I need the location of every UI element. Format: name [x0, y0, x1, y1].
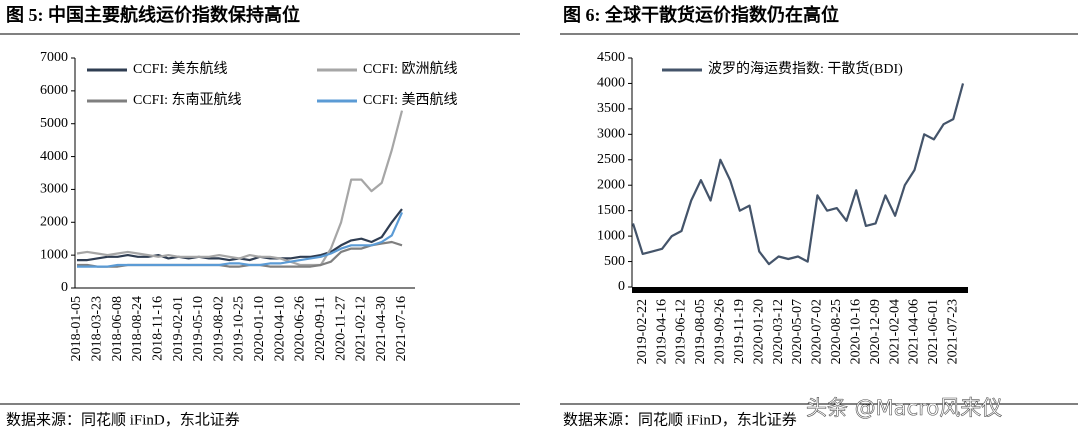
- series-line: [631, 83, 965, 266]
- watermark: 头条 @Macro风来仪: [806, 396, 1002, 420]
- x-tick-label: 2020-10-16: [848, 299, 863, 364]
- y-tick-label: 3000: [40, 182, 68, 197]
- x-tick-label: 2019-02-22: [635, 299, 650, 364]
- source-note: 数据来源：同花顺 iFinD，东北证券: [6, 411, 240, 428]
- y-tick-label: 1000: [40, 247, 68, 262]
- x-tick-label: 2018-06-08: [110, 296, 125, 361]
- chart-title: 图 6: 全球干散货运价指数仍在高位: [563, 4, 839, 25]
- x-tick-label: 2021-07-23: [946, 299, 961, 364]
- x-tick-label: 2020-05-07: [790, 299, 805, 364]
- x-tick-label: 2020-01-20: [751, 299, 766, 364]
- series-line: [77, 211, 404, 268]
- x-tick-label: 2019-10-25: [232, 296, 247, 361]
- x-tick-label: 2019-06-12: [674, 299, 689, 364]
- x-tick-label: 2021-02-12: [354, 296, 369, 361]
- y-tick-label: 500: [604, 254, 625, 269]
- x-tick-label: 2020-12-09: [868, 299, 883, 364]
- y-tick-label: 4000: [40, 149, 68, 164]
- x-tick-label: 2020-09-11: [313, 296, 328, 361]
- y-tick-label: 2000: [40, 215, 68, 230]
- x-tick-label: 2020-08-25: [829, 299, 844, 364]
- y-tick-label: 6000: [40, 83, 68, 98]
- y-tick-label: 3000: [597, 127, 625, 142]
- source-note: 数据来源：同花顺 iFinD，东北证券: [563, 411, 797, 428]
- x-tick-label: 2018-03-23: [90, 296, 105, 361]
- y-tick-label: 5000: [40, 116, 68, 131]
- y-tick-label: 2500: [597, 152, 625, 167]
- x-tick-label: 2020-01-10: [252, 296, 267, 361]
- x-tick-label: 2018-11-16: [150, 296, 165, 361]
- x-tick-label: 2021-06-01: [926, 299, 941, 364]
- y-tick-label: 2000: [597, 177, 625, 192]
- series-line: [76, 110, 404, 267]
- x-tick-label: 2020-11-27: [333, 296, 348, 361]
- x-tick-label: 2019-08-02: [211, 296, 226, 361]
- x-tick-label: 2019-04-16: [654, 299, 669, 364]
- x-tick-label: 2020-06-26: [293, 296, 308, 361]
- legend-label: 波罗的海运费指数: 干散货(BDI): [708, 60, 903, 77]
- x-tick-label: 2018-08-24: [130, 296, 145, 361]
- legend-label: CCFI: 美西航线: [363, 92, 458, 108]
- legend-label: CCFI: 东南亚航线: [133, 92, 242, 108]
- x-axis: [632, 287, 968, 293]
- x-tick-label: 2019-11-19: [732, 299, 747, 364]
- y-tick-label: 1500: [597, 203, 625, 218]
- y-tick-label: 4500: [597, 50, 625, 65]
- x-tick-label: 2021-07-16: [394, 296, 409, 361]
- x-tick-label: 2019-08-05: [693, 299, 708, 364]
- y-tick-label: 1000: [597, 228, 625, 243]
- x-tick-label: 2019-09-26: [713, 299, 728, 364]
- legend-label: CCFI: 美东航线: [133, 61, 228, 77]
- x-tick-label: 2018-01-05: [69, 296, 84, 361]
- x-tick-label: 2021-04-30: [374, 296, 389, 361]
- chart-title: 图 5: 中国主要航线运价指数保持高位: [6, 4, 300, 25]
- y-tick-label: 3500: [597, 101, 625, 116]
- x-tick-label: 2021-02-04: [887, 299, 902, 364]
- x-tick-label: 2019-02-01: [171, 296, 186, 361]
- y-tick-label: 0: [618, 279, 625, 294]
- x-tick-label: 2020-04-10: [272, 296, 287, 361]
- x-tick-label: 2021-04-06: [907, 299, 922, 364]
- legend-label: CCFI: 欧洲航线: [363, 61, 458, 77]
- x-tick-label: 2019-05-10: [191, 296, 206, 361]
- x-tick-label: 2020-07-02: [810, 299, 825, 364]
- y-tick-label: 7000: [40, 50, 68, 65]
- y-tick-label: 4000: [597, 76, 625, 91]
- y-tick-label: 0: [61, 280, 68, 295]
- x-tick-label: 2020-03-12: [771, 299, 786, 364]
